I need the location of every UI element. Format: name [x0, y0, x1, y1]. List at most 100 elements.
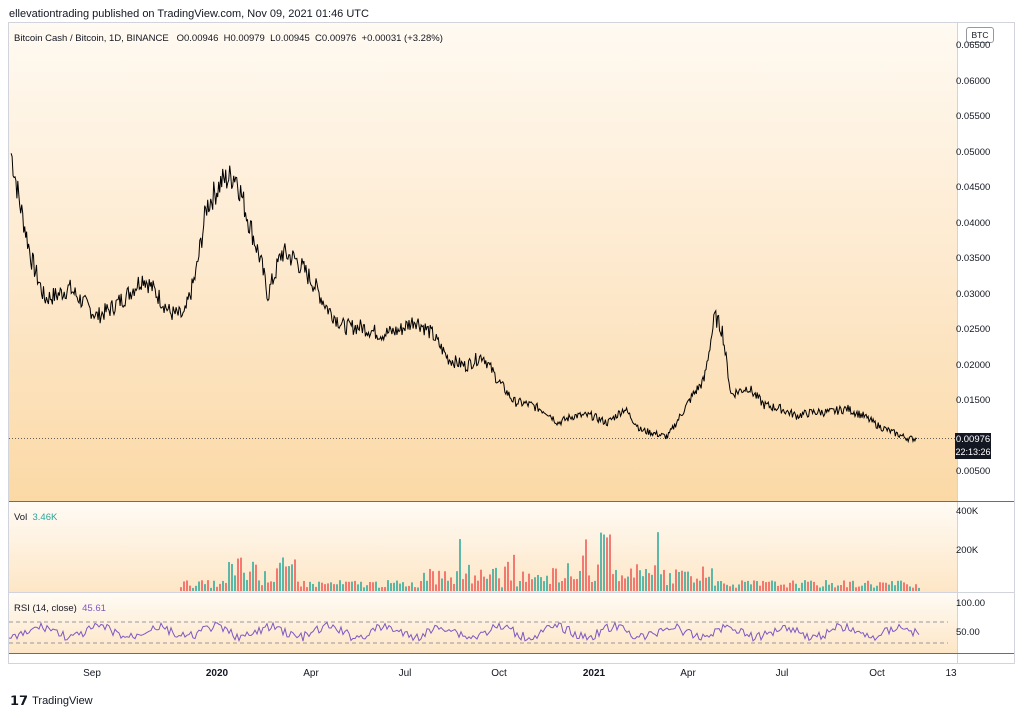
volume-bar — [681, 570, 683, 591]
volume-bar — [573, 579, 575, 591]
x-tick-label: 13 — [945, 668, 957, 679]
volume-value: 3.46K — [32, 512, 58, 523]
volume-bar — [612, 574, 614, 591]
volume-bar — [699, 580, 701, 591]
x-tick-label: Oct — [491, 668, 507, 679]
x-tick-label: Jul — [775, 668, 789, 679]
tradingview-brand[interactable]: 𝟭𝟳 TradingView — [10, 693, 93, 709]
volume-bar — [669, 573, 671, 591]
volume-bar — [393, 582, 395, 591]
volume-bar — [900, 580, 902, 591]
volume-bar — [723, 583, 725, 591]
volume-bar — [834, 587, 836, 591]
volume-bar — [222, 580, 224, 591]
volume-bar — [915, 584, 917, 591]
volume-bar — [468, 564, 470, 591]
volume-bar — [447, 580, 449, 591]
volume-bar — [321, 582, 323, 591]
y-tick-label: 0.04000 — [956, 218, 991, 229]
volume-bar — [570, 576, 572, 591]
volume-bar — [726, 584, 728, 591]
volume-bar — [693, 582, 695, 591]
volume-bar — [270, 581, 272, 591]
volume-bar — [534, 577, 536, 591]
volume-bar — [657, 532, 659, 591]
volume-bar — [600, 532, 602, 591]
y-tick-label: 0.05500 — [956, 111, 991, 122]
volume-bar — [348, 581, 350, 591]
volume-bar — [885, 582, 887, 591]
volume-bar — [258, 580, 260, 591]
rsi-legend[interactable]: RSI (14, close) 45.61 — [14, 603, 106, 614]
volume-bar — [216, 586, 218, 591]
volume-bar — [312, 584, 314, 591]
current-price-badge: 0.00976 22:13:26 — [955, 433, 991, 459]
volume-bar — [186, 580, 188, 591]
volume-bar — [558, 582, 560, 591]
volume-bar — [867, 580, 869, 591]
volume-bar — [654, 565, 656, 591]
volume-bar — [210, 587, 212, 591]
volume-bar — [816, 585, 818, 591]
volume-bar — [675, 569, 677, 591]
volume-bar — [690, 576, 692, 591]
ohlc-close: C0.00976 — [315, 33, 357, 44]
symbol-legend[interactable]: Bitcoin Cash / Bitcoin, 1D, BINANCE O0.0… — [14, 33, 443, 44]
volume-bar — [531, 579, 533, 591]
volume-bar — [789, 582, 791, 591]
volume-bar — [507, 561, 509, 591]
volume-bar — [765, 582, 767, 591]
volume-bar — [459, 539, 461, 591]
volume-bar — [198, 581, 200, 591]
volume-bar — [537, 574, 539, 591]
volume-bar — [777, 585, 779, 591]
volume-bar — [561, 581, 563, 591]
volume-bar — [519, 581, 521, 591]
volume-bar — [501, 587, 503, 591]
volume-bar — [555, 568, 557, 591]
volume-bar — [684, 571, 686, 591]
volume-bar — [399, 583, 401, 591]
y-tick-label: 0.03500 — [956, 253, 991, 264]
volume-bar — [339, 580, 341, 591]
volume-bar — [450, 577, 452, 591]
volume-bar — [747, 580, 749, 591]
volume-bar — [852, 580, 854, 591]
x-tick-label: Apr — [303, 668, 319, 679]
volume-bar — [540, 577, 542, 591]
chart-frame[interactable] — [8, 22, 1015, 664]
volume-bar — [360, 581, 362, 591]
volume-bar — [729, 586, 731, 591]
volume-bar — [486, 578, 488, 591]
pane-separator[interactable] — [9, 501, 1014, 502]
x-tick-label: Apr — [680, 668, 696, 679]
volume-bar — [243, 572, 245, 591]
volume-bar — [513, 554, 515, 591]
volume-bar — [345, 581, 347, 591]
volume-bar — [306, 587, 308, 591]
volume-bar — [576, 578, 578, 591]
volume-bar — [627, 576, 629, 591]
pane-separator[interactable] — [9, 592, 1014, 593]
volume-bar — [282, 557, 284, 591]
volume-bar — [879, 582, 881, 591]
volume-bar — [588, 575, 590, 591]
price-pane[interactable] — [9, 23, 957, 501]
volume-bar — [456, 571, 458, 591]
volume-bar — [870, 584, 872, 591]
volume-bar — [294, 559, 296, 591]
price-axis[interactable] — [957, 23, 1014, 663]
volume-bar — [567, 563, 569, 591]
volume-bar — [324, 584, 326, 591]
volume-bar — [894, 585, 896, 591]
volume-bar — [756, 581, 758, 591]
y-tick-label: 0.02500 — [956, 324, 991, 335]
volume-bar — [267, 582, 269, 591]
currency-button[interactable]: BTC — [966, 27, 994, 43]
volume-bar — [828, 584, 830, 591]
volume-bar — [492, 568, 494, 591]
volume-bar — [837, 585, 839, 591]
volume-legend[interactable]: Vol 3.46K — [14, 512, 57, 523]
x-tick-label: 2021 — [582, 668, 606, 679]
tradingview-logo-icon: 𝟭𝟳 — [10, 693, 29, 708]
